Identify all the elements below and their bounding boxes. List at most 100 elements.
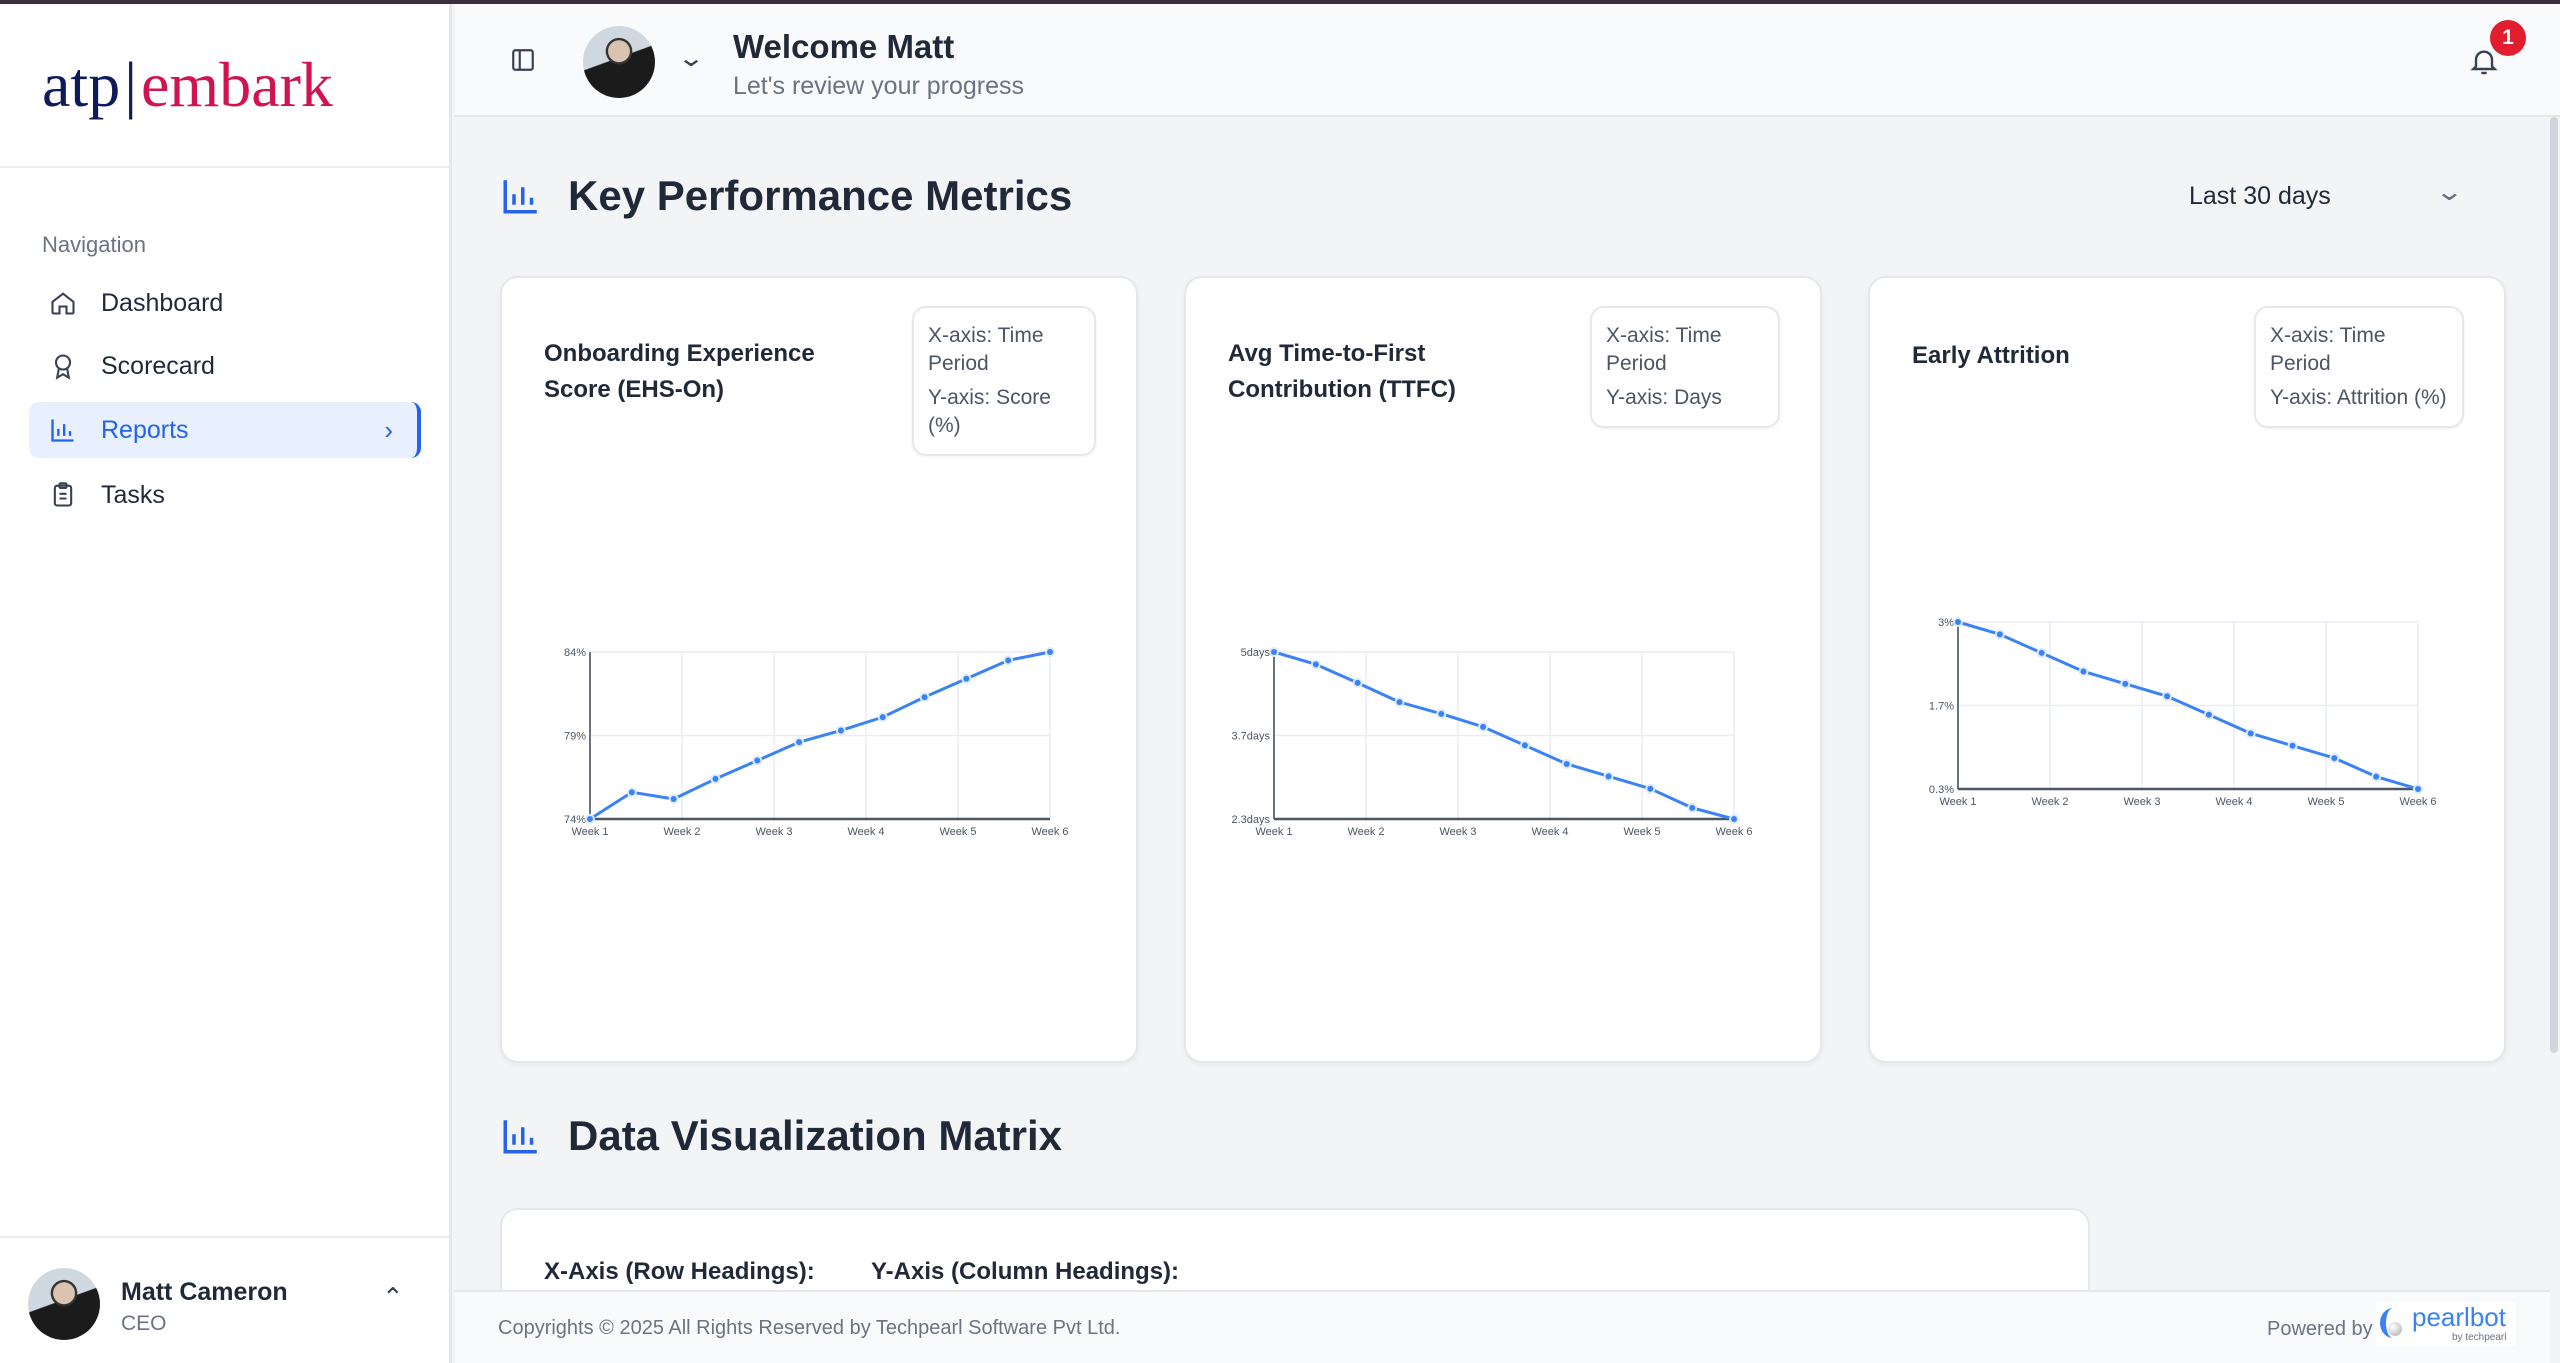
x-tick-label: Week 6 — [1715, 826, 1752, 838]
pearlbot-wordmark: pearlbot — [2412, 1302, 2506, 1332]
data-point — [587, 816, 593, 822]
legend-x: X-axis: Time Period — [2270, 324, 2386, 375]
sidebar-item-label: Reports — [101, 415, 189, 444]
user-profile-menu[interactable]: Matt Cameron CEO ⌃ — [0, 1236, 449, 1363]
data-line — [589, 650, 1051, 821]
logo-divider: | — [124, 49, 137, 120]
data-point — [963, 675, 970, 682]
sidebar-toggle-icon[interactable] — [510, 46, 536, 74]
date-range-value: Last 30 days — [2189, 182, 2331, 210]
x-tick-label: Week 3 — [755, 826, 792, 838]
pearlbot-logo[interactable]: pearlbot by techpearl — [2376, 1302, 2516, 1346]
card-title: Avg Time-to-First Contribution (TTFC) — [1228, 340, 1456, 403]
data-line — [1957, 620, 2419, 791]
data-point — [1689, 804, 1696, 811]
pearlbot-swirl-icon — [2380, 1308, 2406, 1338]
y-tick-label: 1.7% — [1929, 701, 1954, 713]
data-point — [1396, 699, 1403, 706]
x-tick-label: Week 4 — [1531, 826, 1568, 838]
data-point — [754, 757, 761, 764]
x-tick-label: Week 1 — [571, 826, 608, 838]
section-title-text: Data Visualization Matrix — [568, 1112, 1063, 1159]
sidebar-item-reports[interactable]: Reports › — [29, 402, 421, 458]
data-point — [1521, 742, 1528, 749]
data-point — [1563, 760, 1570, 767]
x-tick-label: Week 1 — [1255, 826, 1292, 838]
home-icon — [51, 292, 75, 315]
header-avatar[interactable] — [583, 26, 655, 98]
logo-atp: atp — [42, 49, 121, 120]
data-point — [2373, 773, 2380, 780]
legend-x: X-axis: Time Period — [1606, 324, 1722, 375]
x-tick-label: Week 1 — [1939, 796, 1976, 808]
copyright-text: Copyrights © 2025 All Rights Reserved by… — [498, 1317, 1121, 1339]
chevron-up-icon[interactable]: ⌃ — [382, 1282, 404, 1312]
y-tick-label: 0.3% — [1929, 784, 1954, 796]
chevron-down-icon[interactable]: ⌄ — [676, 45, 706, 72]
data-point — [1438, 710, 1445, 717]
data-point — [2415, 786, 2421, 792]
data-point — [2122, 680, 2129, 687]
data-point — [1005, 657, 1012, 664]
notification-badge: 1 — [2490, 20, 2526, 56]
page-scrollbar[interactable] — [2550, 117, 2558, 1053]
bell-icon[interactable] — [2468, 44, 2500, 78]
x-tick-label: Week 2 — [2031, 796, 2068, 808]
data-point — [1731, 816, 1737, 822]
x-axis-heading: X-Axis (Row Headings): — [544, 1258, 815, 1285]
sidebar: atp | embark Navigation Dashboard Scorecar… — [0, 4, 452, 1363]
chevron-right-icon: › — [384, 414, 393, 445]
data-point — [712, 775, 719, 782]
axis-legend: X-axis: Time Period Y-axis: Days — [1590, 306, 1780, 428]
data-point — [1647, 785, 1654, 792]
data-point — [1312, 661, 1319, 668]
data-point — [879, 714, 886, 721]
sidebar-item-label: Dashboard — [101, 288, 224, 317]
y-axis-heading: Y-Axis (Column Headings): — [871, 1258, 1180, 1285]
legend-y: Y-axis: Attrition (%) — [2270, 386, 2447, 409]
line-chart: 3% 1.7% 0.3%Week 1 Week 2 Week 3 Week 4 Week 5… — [1929, 617, 2437, 808]
data-point — [1955, 619, 1961, 625]
data-point — [2289, 742, 2296, 749]
x-tick-label: Week 6 — [2399, 796, 2436, 808]
card-title: Early Attrition — [1912, 342, 2070, 369]
bar-chart-icon — [503, 180, 537, 214]
x-tick-label: Week 4 — [847, 826, 884, 838]
legend-y: Y-axis: Days — [1606, 386, 1722, 409]
brand-logo[interactable]: atp | embark — [0, 4, 449, 168]
bar-chart-icon — [503, 1120, 537, 1154]
sidebar-item-scorecard[interactable]: Scorecard — [29, 338, 421, 394]
x-tick-label: Week 5 — [1623, 826, 1660, 838]
y-tick-label: 79% — [564, 731, 586, 743]
y-tick-label: 3% — [1938, 617, 1954, 629]
bar-chart-icon — [51, 419, 74, 442]
x-tick-label: Week 2 — [663, 826, 700, 838]
data-point — [2247, 730, 2254, 737]
kpi-section-title: Key Performance Metrics — [500, 172, 1072, 220]
user-role: CEO — [121, 1312, 167, 1335]
data-point — [1271, 649, 1277, 655]
line-chart: 84% 79% 74%Week 1 Week 2 Week 3 Week 4 Week 5 W… — [564, 647, 1069, 838]
legend-y: Y-axis: Score (%) — [928, 386, 1051, 437]
x-tick-label: Week 5 — [939, 826, 976, 838]
y-tick-label: 74% — [564, 814, 586, 826]
window-top-bar — [0, 0, 2560, 4]
date-range-select[interactable]: Last 30 days ⌄ — [2167, 163, 2482, 230]
data-point — [837, 727, 844, 734]
y-tick-label: 3.7days — [1231, 731, 1270, 743]
pearl-icon — [2388, 1322, 2402, 1336]
sidebar-item-dashboard[interactable]: Dashboard — [29, 275, 421, 331]
x-tick-label: Week 4 — [2215, 796, 2252, 808]
chevron-down-icon: ⌄ — [2434, 178, 2465, 206]
y-tick-label: 84% — [564, 647, 586, 659]
data-point — [1354, 679, 1361, 686]
user-avatar — [28, 1268, 100, 1340]
nav-section-label: Navigation — [42, 232, 146, 257]
section-title-text: Key Performance Metrics — [568, 172, 1073, 219]
matrix-section-title: Data Visualization Matrix — [500, 1112, 1062, 1160]
data-point — [628, 789, 635, 796]
logo-embark: embark — [141, 49, 333, 120]
sidebar-item-tasks[interactable]: Tasks — [29, 467, 421, 523]
clipboard-icon — [53, 482, 73, 507]
